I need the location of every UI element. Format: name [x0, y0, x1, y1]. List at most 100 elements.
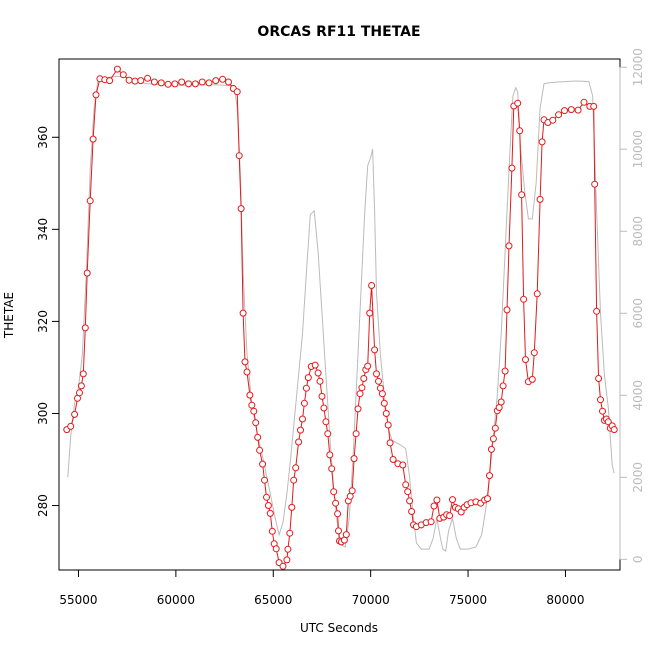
thetae-point [386, 439, 394, 447]
thetae-point [137, 77, 145, 85]
thetae-point [599, 407, 606, 415]
thetae-point [81, 324, 89, 332]
thetae-point [304, 374, 312, 382]
y-axis-label: THETAE [2, 292, 16, 339]
thetae-point [433, 496, 441, 504]
thetae-point [302, 384, 310, 392]
thetae-point [360, 375, 368, 382]
y2-tick-label: 2000 [631, 462, 645, 493]
x-tick-label: 70000 [352, 593, 390, 607]
thetae-point [384, 421, 392, 429]
thetae-point [449, 496, 456, 504]
thetae-point [198, 78, 206, 86]
x-axis: 55000 60000 65000 70000 75000 80000 [59, 569, 585, 607]
y2-tick-label: 4000 [631, 380, 645, 411]
x-tick-label: 65000 [254, 593, 292, 607]
thetae-point [292, 464, 300, 472]
thetae-point [290, 476, 298, 484]
thetae-line [66, 68, 615, 568]
thetae-point [567, 106, 575, 114]
thetae-point [77, 382, 85, 390]
thetae-point [79, 370, 87, 378]
thetae-point [150, 78, 158, 86]
thetae-point [382, 410, 390, 417]
thetae-point [266, 509, 274, 517]
y-tick-label: 340 [36, 218, 50, 241]
thetae-point [348, 487, 356, 495]
thetae-point [516, 127, 524, 135]
thetae-point [320, 404, 328, 412]
altitude-series [67, 75, 615, 552]
thetae-point [252, 419, 260, 427]
thetae-point [486, 472, 493, 480]
thetae-point [261, 476, 268, 484]
thetae-point [250, 407, 258, 415]
thetae-point [157, 79, 165, 87]
thetae-point [373, 370, 380, 378]
thetae-point [591, 180, 599, 188]
thetae-point [408, 508, 416, 515]
y2-tick-label: 6000 [631, 298, 645, 329]
y-axis-left: 280 300 320 340 360 [36, 126, 60, 517]
thetae-point [268, 527, 276, 535]
thetae-point [508, 164, 516, 172]
thetae-point [489, 435, 497, 443]
y-tick-label: 360 [36, 126, 50, 149]
thetae-point [326, 451, 334, 459]
thetae-point [356, 390, 364, 398]
thetae-point [324, 430, 332, 438]
thetae-point [71, 410, 79, 418]
thetae-point [235, 152, 243, 160]
thetae-point [164, 80, 172, 88]
thetae-point [358, 384, 366, 392]
thetae-point [595, 375, 603, 382]
thetae-point [514, 99, 522, 107]
thetae-point [610, 426, 618, 434]
thetae-point [131, 77, 139, 85]
thetae-series [63, 65, 618, 570]
y-axis-right: 0 2000 4000 6000 8000 10000 12000 [619, 48, 645, 563]
thetae-point [241, 358, 249, 366]
thetae-point [295, 438, 303, 446]
thetae-point [590, 102, 598, 110]
thetae-point [406, 497, 414, 505]
thetae-point [604, 418, 612, 426]
thetae-point [350, 455, 358, 463]
y2-tick-label: 12000 [631, 48, 645, 86]
thetae-point [239, 309, 247, 317]
thetae-point [368, 282, 376, 289]
thetae-point [125, 76, 133, 84]
thetae-point [283, 556, 291, 564]
thetae-point [334, 510, 342, 518]
thetae-point [254, 433, 262, 441]
thetae-point [499, 382, 507, 390]
thetae-point [328, 465, 336, 473]
thetae-point [399, 461, 407, 469]
thetae-point [314, 369, 322, 377]
thetae-point [256, 446, 264, 454]
thetae-point [144, 74, 152, 82]
thetae-point [549, 116, 557, 124]
thetae-point [286, 529, 294, 537]
thetae-point [297, 426, 304, 434]
thetae-point [248, 401, 256, 409]
thetae-point [371, 346, 379, 354]
thetae-point [427, 518, 435, 526]
thetae-point [522, 356, 529, 364]
thetae-point [83, 269, 91, 277]
x-tick-label: 75000 [449, 593, 487, 607]
thetae-point [322, 418, 330, 426]
altitude-line [67, 75, 615, 552]
thetae-point [491, 424, 499, 432]
thetae-point [366, 309, 374, 317]
thetae-point [561, 107, 568, 115]
thetae-point [503, 306, 511, 314]
thetae-point [574, 106, 582, 114]
thetae-point [593, 307, 601, 315]
thetae-point [243, 368, 251, 376]
thetae-point [219, 75, 227, 83]
y2-tick-label: 8000 [631, 216, 645, 247]
thetae-point [533, 290, 541, 298]
thetae-point [300, 399, 308, 407]
